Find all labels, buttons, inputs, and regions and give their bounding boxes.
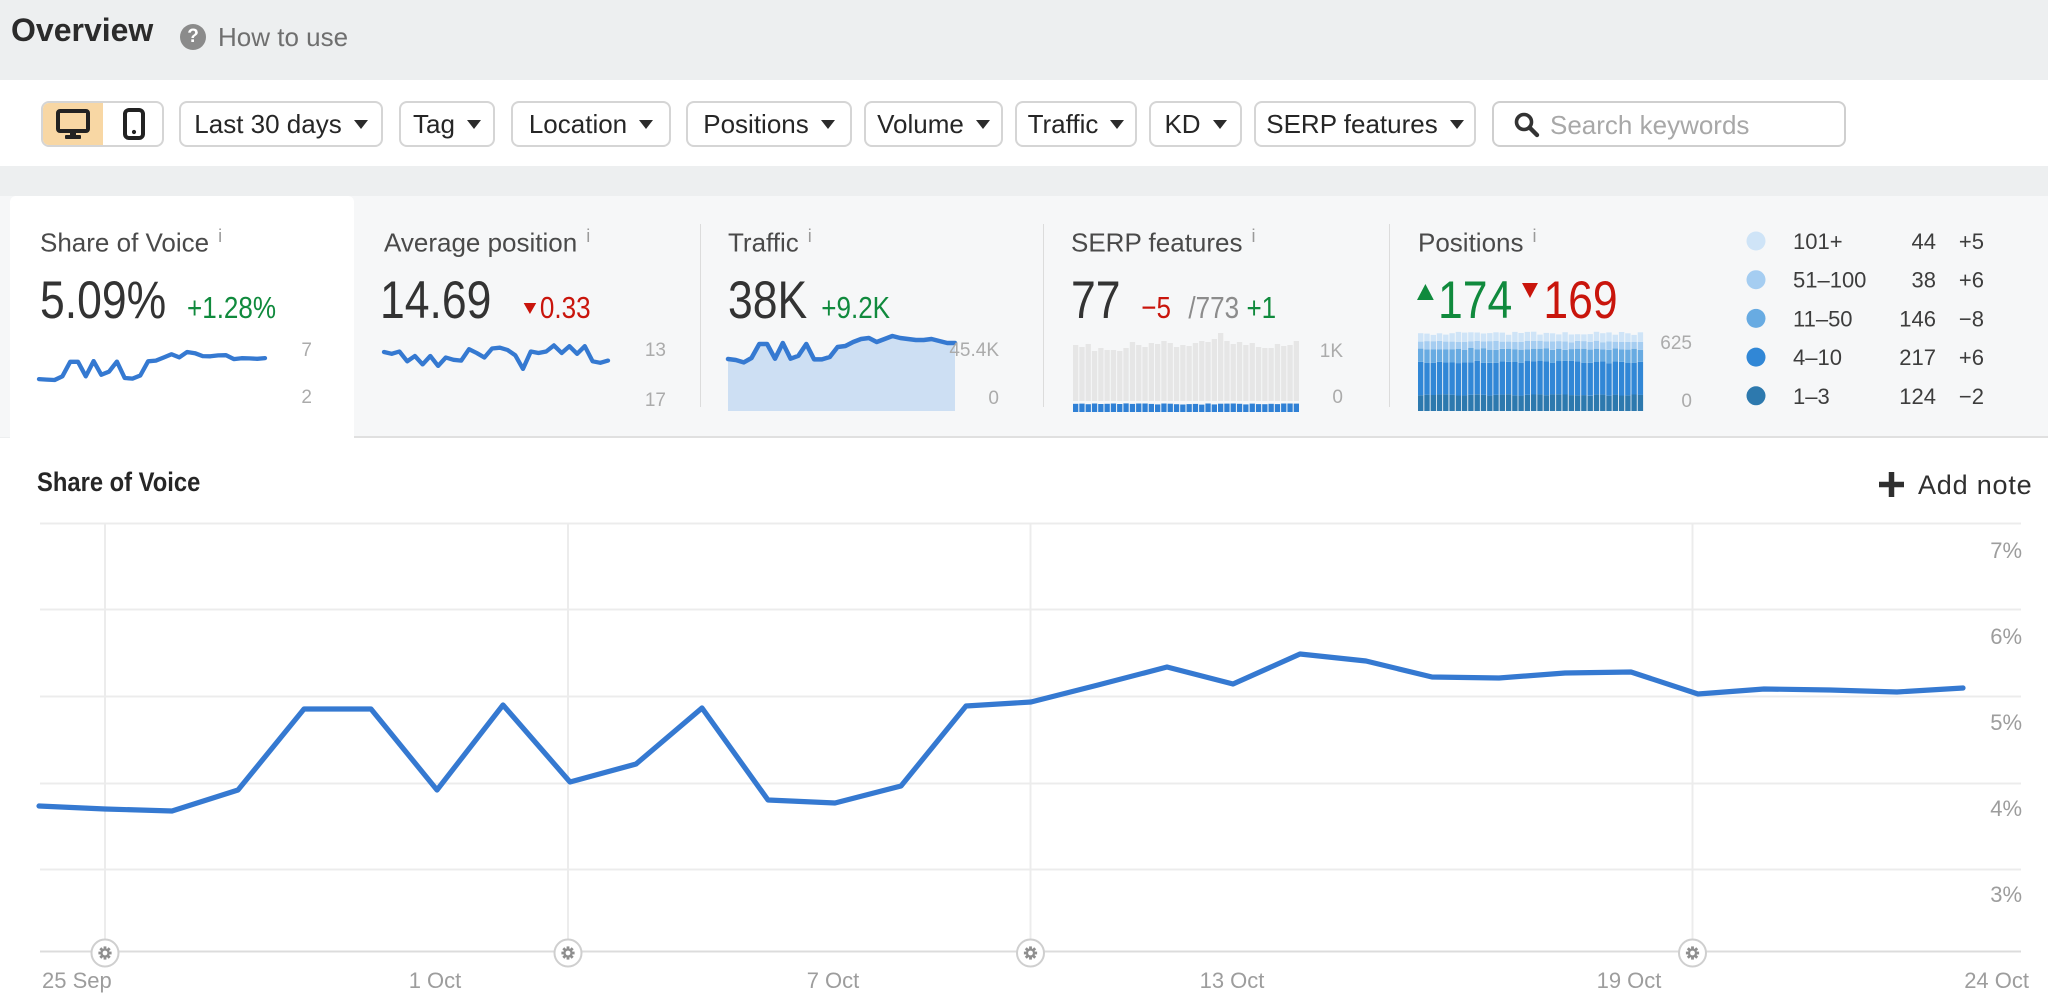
svg-text:4%: 4%: [1990, 796, 2022, 821]
svg-text:5%: 5%: [1990, 710, 2022, 735]
svg-text:44: 44: [1912, 229, 1936, 254]
svg-text:2: 2: [301, 387, 312, 408]
svg-text:0: 0: [1681, 391, 1692, 412]
svg-text:11–50: 11–50: [1793, 306, 1853, 331]
svg-text:25 Sep: 25 Sep: [42, 968, 112, 993]
svg-text:7%: 7%: [1990, 538, 2022, 563]
svg-text:4–10: 4–10: [1793, 345, 1842, 370]
svg-text:7 Oct: 7 Oct: [807, 968, 860, 993]
svg-text:+5: +5: [1959, 229, 1984, 254]
svg-text:+6: +6: [1959, 345, 1984, 370]
svg-text:38: 38: [1912, 268, 1936, 293]
svg-text:625: 625: [1660, 333, 1692, 354]
svg-text:6%: 6%: [1990, 624, 2022, 649]
svg-text:217: 217: [1899, 345, 1936, 370]
svg-text:19 Oct: 19 Oct: [1597, 968, 1662, 993]
svg-text:7: 7: [301, 340, 312, 361]
svg-text:0: 0: [1332, 387, 1343, 408]
svg-text:0: 0: [988, 388, 999, 409]
svg-text:−8: −8: [1959, 306, 1984, 331]
svg-text:+6: +6: [1959, 268, 1984, 293]
svg-text:51–100: 51–100: [1793, 268, 1866, 293]
svg-text:1K: 1K: [1320, 341, 1344, 362]
svg-text:3%: 3%: [1990, 882, 2022, 907]
svg-text:17: 17: [645, 390, 666, 411]
svg-text:146: 146: [1899, 306, 1936, 331]
svg-text:124: 124: [1899, 384, 1936, 409]
svg-text:24 Oct: 24 Oct: [1964, 968, 2029, 993]
svg-text:1–3: 1–3: [1793, 384, 1830, 409]
svg-text:45.4K: 45.4K: [949, 340, 999, 361]
svg-text:101+: 101+: [1793, 229, 1843, 254]
svg-text:−2: −2: [1959, 384, 1984, 409]
svg-text:13: 13: [645, 340, 666, 361]
svg-text:1 Oct: 1 Oct: [409, 968, 462, 993]
svg-text:13 Oct: 13 Oct: [1200, 968, 1265, 993]
